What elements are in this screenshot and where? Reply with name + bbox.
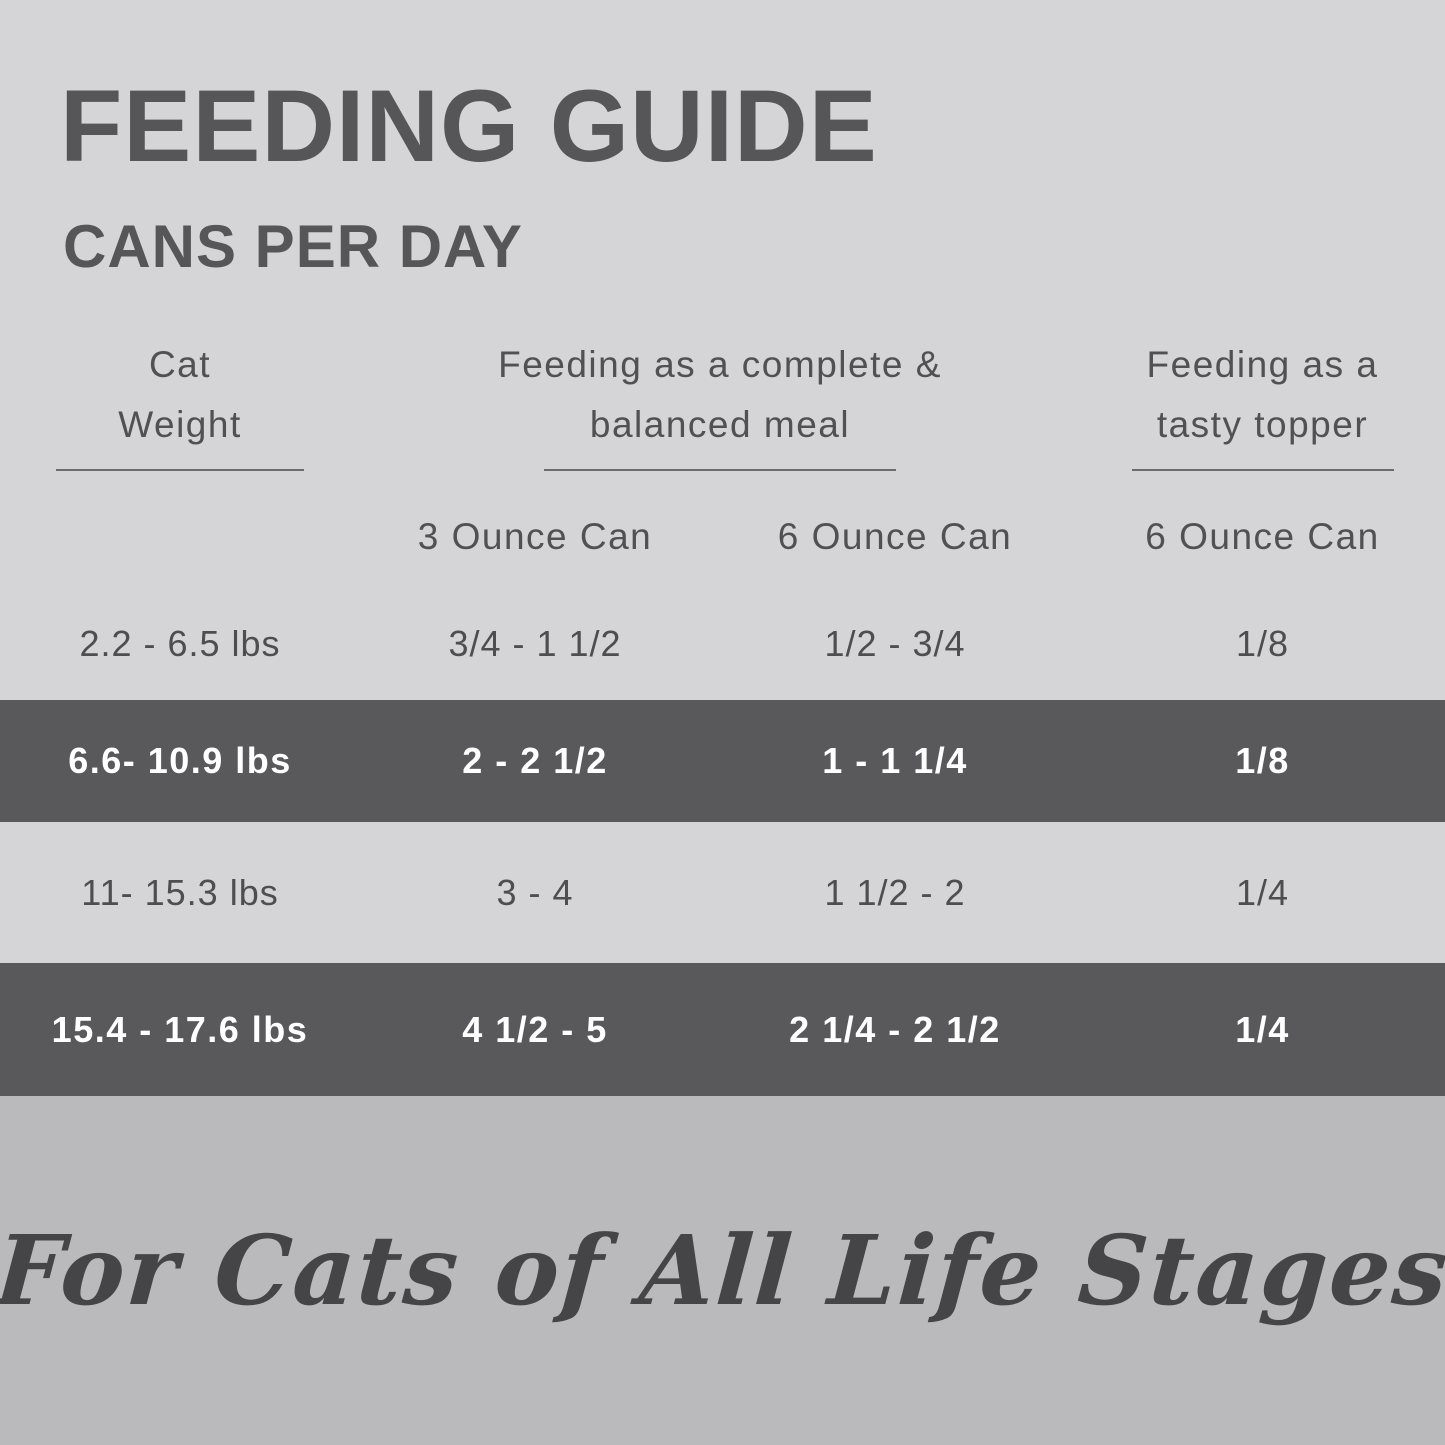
- table-header-row: Cat Weight Feeding as a complete & balan…: [0, 335, 1445, 471]
- subheader-6oz-topper: 6 Ounce Can: [1145, 516, 1380, 557]
- subheader-6oz-can: 6 Ounce Can: [777, 516, 1013, 557]
- table-subheader-row: 3 Ounce Can 6 Ounce Can 6 Ounce Can: [0, 505, 1445, 569]
- col-header-line: balanced meal: [589, 404, 851, 445]
- table-row-highlighted: 15.4 - 17.6 lbs 4 1/2 - 5 2 1/4 - 2 1/2 …: [0, 963, 1445, 1096]
- cell-cat-weight: 15.4 - 17.6 lbs: [51, 1008, 309, 1050]
- cell-meal-6oz: 2 1/4 - 2 1/2: [789, 1008, 1001, 1050]
- cell-topper-6oz: 1/8: [1235, 623, 1290, 664]
- cell-meal-3oz: 3/4 - 1 1/2: [448, 623, 622, 664]
- cell-meal-3oz: 4 1/2 - 5: [462, 1008, 608, 1050]
- cell-meal-6oz: 1/2 - 3/4: [824, 623, 966, 664]
- cell-cat-weight: 11- 15.3 lbs: [81, 871, 279, 913]
- cell-topper-6oz: 1/4: [1235, 871, 1290, 913]
- cell-meal-3oz: 3 - 4: [496, 871, 574, 913]
- header-underline: [544, 469, 896, 471]
- col-header-line: Cat: [148, 344, 212, 385]
- col-header-line: tasty topper: [1156, 404, 1369, 445]
- col-header-line: Feeding as a complete &: [498, 344, 942, 385]
- table-row-highlighted: 6.6- 10.9 lbs 2 - 2 1/2 1 - 1 1/4 1/8: [0, 700, 1445, 822]
- tagline-script-text: For Cats of All Life Stages: [0, 1214, 1445, 1327]
- cell-meal-6oz: 1 - 1 1/4: [822, 740, 968, 781]
- col-header-tasty-topper: Feeding as a tasty topper: [1080, 335, 1445, 471]
- table-row: 11- 15.3 lbs 3 - 4 1 1/2 - 2 1/4: [0, 822, 1445, 963]
- header-underline: [1131, 469, 1394, 471]
- col-header-line: Weight: [118, 404, 242, 445]
- cell-meal-6oz: 1 1/2 - 2: [824, 871, 966, 913]
- subheader-3oz-can: 3 Ounce Can: [417, 516, 653, 557]
- table-row: 2.2 - 6.5 lbs 3/4 - 1 1/2 1/2 - 3/4 1/8: [0, 588, 1445, 700]
- cell-meal-3oz: 2 - 2 1/2: [462, 740, 608, 781]
- cell-topper-6oz: 1/4: [1235, 1008, 1290, 1050]
- page-subtitle: CANS PER DAY: [63, 213, 523, 280]
- col-header-cat-weight: Cat Weight: [0, 335, 360, 471]
- header-underline: [56, 469, 304, 471]
- footer-band: For Cats of All Life Stages: [0, 1096, 1445, 1445]
- cell-topper-6oz: 1/8: [1235, 740, 1290, 781]
- col-header-line: Feeding as a: [1146, 344, 1379, 385]
- col-header-complete-meal: Feeding as a complete & balanced meal: [360, 335, 1080, 471]
- cell-cat-weight: 2.2 - 6.5 lbs: [79, 623, 281, 664]
- page-title: FEEDING GUIDE: [60, 69, 878, 183]
- cell-cat-weight: 6.6- 10.9 lbs: [68, 740, 292, 781]
